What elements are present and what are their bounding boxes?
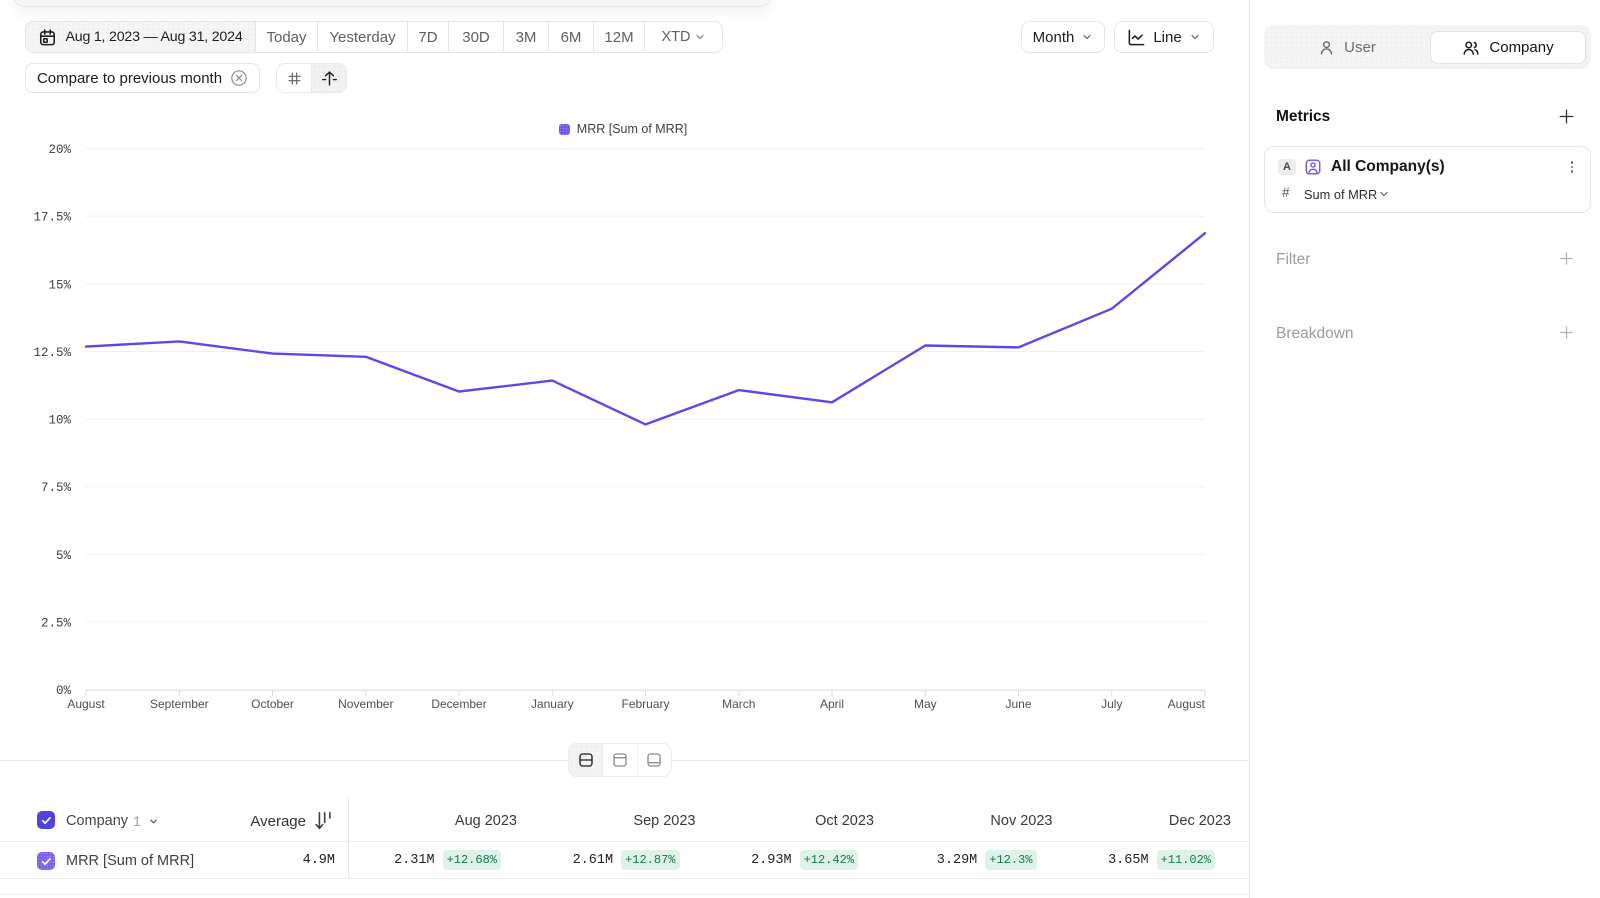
svg-text:December: December — [431, 697, 486, 711]
svg-text:April: April — [820, 697, 844, 711]
svg-text:17.5%: 17.5% — [33, 211, 71, 225]
svg-text:October: October — [251, 697, 294, 711]
svg-text:20%: 20% — [48, 143, 71, 157]
svg-text:February: February — [621, 697, 669, 711]
svg-text:May: May — [914, 697, 937, 711]
svg-text:November: November — [338, 697, 393, 711]
svg-text:5%: 5% — [56, 549, 72, 563]
svg-text:January: January — [531, 697, 574, 711]
svg-text:March: March — [722, 697, 755, 711]
svg-text:15%: 15% — [48, 278, 71, 292]
svg-text:August: August — [1168, 697, 1206, 711]
svg-text:0%: 0% — [56, 684, 72, 698]
svg-text:7.5%: 7.5% — [41, 481, 72, 495]
svg-text:June: June — [1005, 697, 1031, 711]
svg-text:July: July — [1101, 697, 1122, 711]
svg-text:September: September — [150, 697, 209, 711]
svg-text:10%: 10% — [48, 414, 71, 428]
svg-text:August: August — [67, 697, 105, 711]
svg-text:12.5%: 12.5% — [33, 346, 71, 360]
svg-text:2.5%: 2.5% — [41, 617, 72, 631]
